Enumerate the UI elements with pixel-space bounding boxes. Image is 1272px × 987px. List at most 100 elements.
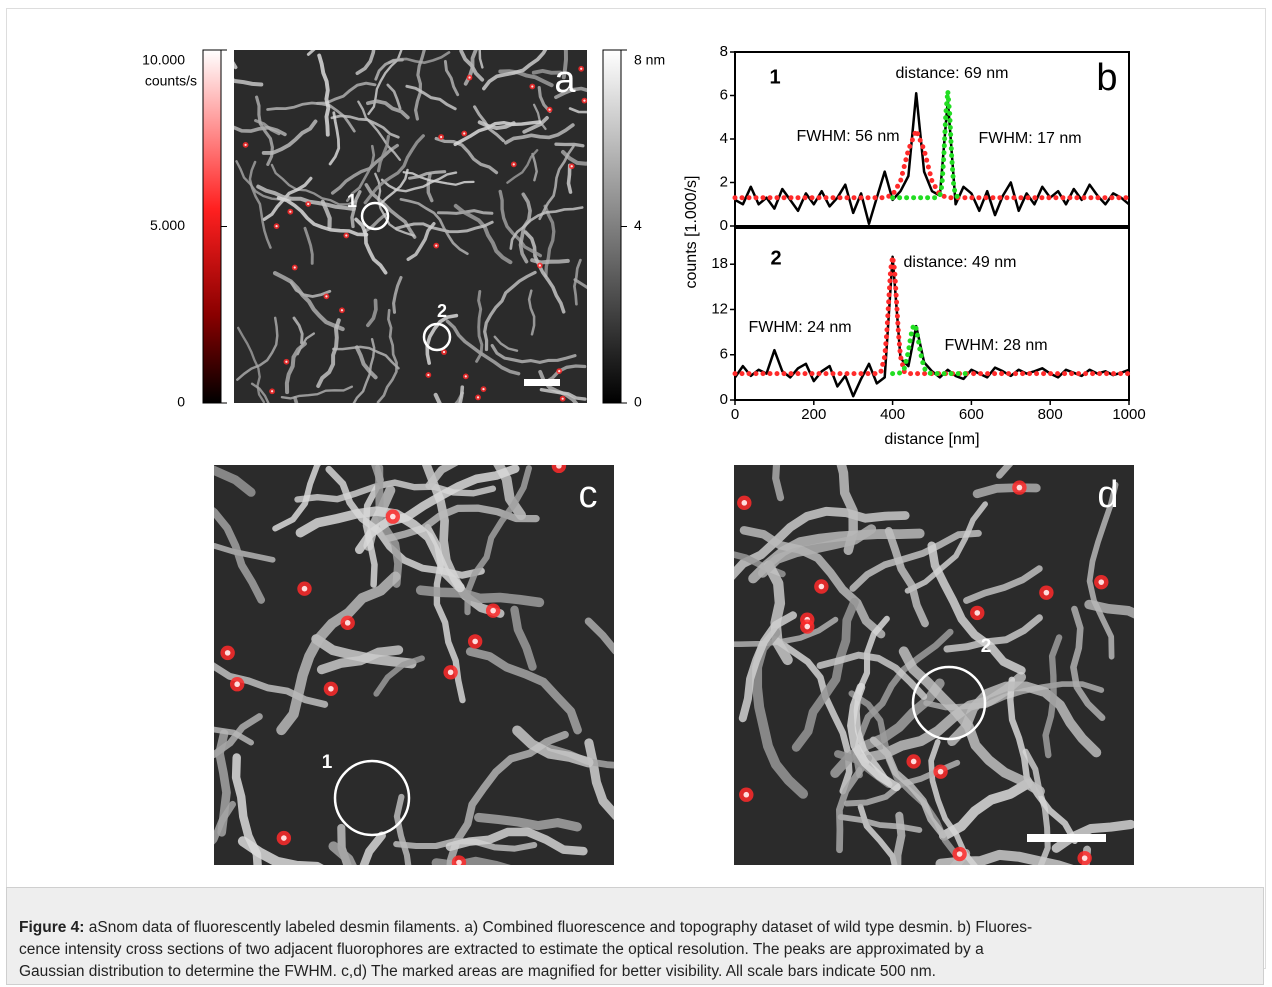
y-tick-label: 8 <box>720 43 728 60</box>
filament <box>303 226 314 265</box>
filament <box>381 504 540 543</box>
scale-bar <box>1027 834 1106 842</box>
filament <box>415 585 545 608</box>
filament <box>943 614 1043 653</box>
colorbar-tick-label: 5.000 <box>150 217 185 233</box>
caption-label: Figure 4: <box>19 919 85 936</box>
panel-label: d <box>1097 474 1118 516</box>
filament <box>276 571 401 736</box>
filament <box>506 149 539 184</box>
filament <box>503 123 575 145</box>
y-tick-label: 4 <box>720 130 728 147</box>
fluorescence-spot-core <box>472 638 478 645</box>
annotation: FWHM: 56 nm <box>796 128 899 145</box>
filament <box>477 120 516 131</box>
filament <box>493 465 527 521</box>
filament <box>328 111 341 166</box>
fluorescence-spot-core <box>1098 579 1105 585</box>
data-line <box>890 88 966 201</box>
filament <box>272 271 345 332</box>
filament <box>498 189 542 258</box>
filament <box>573 278 587 290</box>
fluorescence-spot-core <box>910 758 917 765</box>
filament <box>584 617 614 655</box>
filament <box>272 465 321 532</box>
filament <box>434 136 499 175</box>
fluorescence-spot-core <box>390 513 396 520</box>
filament <box>214 726 254 746</box>
filament <box>380 171 458 193</box>
annotation: FWHM: 17 nm <box>978 130 1081 147</box>
filament <box>311 634 417 669</box>
filament <box>893 811 906 865</box>
colorbar-tick-label: 10.000 <box>142 52 185 68</box>
filament <box>474 812 582 832</box>
filament <box>359 831 386 865</box>
fluorescence-spot-core <box>293 266 296 269</box>
marker-circle <box>422 322 452 352</box>
filament <box>763 560 793 666</box>
filament <box>433 392 442 403</box>
fluorescence-spot-core <box>344 620 351 626</box>
filament <box>366 298 378 328</box>
y-tick-label: 2 <box>720 173 728 190</box>
filament <box>510 605 537 671</box>
height-colorbar <box>602 49 622 404</box>
filament <box>270 163 358 206</box>
x-axis-label: distance [nm] <box>884 431 979 448</box>
fluorescence-spot-core <box>447 669 454 676</box>
annotation: distance: 49 nm <box>904 254 1017 271</box>
filament <box>425 465 459 490</box>
y-axis-label: counts [1.000/s] <box>683 176 700 289</box>
fluorescence-spot-core <box>556 465 562 469</box>
filament <box>1070 605 1106 721</box>
x-tick-label: 200 <box>801 406 826 423</box>
fluorescence-spot-core <box>244 143 247 147</box>
fluorescence-spot-core <box>818 583 825 590</box>
filament <box>836 465 858 555</box>
filament <box>214 543 276 563</box>
x-tick-label: 600 <box>959 406 984 423</box>
filament <box>554 142 585 148</box>
fluorescence-spot-core <box>476 396 480 399</box>
marker-label: 1 <box>322 752 333 773</box>
fluorescence-spot-core <box>482 387 485 391</box>
filament <box>407 170 447 180</box>
filament <box>354 345 378 380</box>
filament <box>963 565 1043 604</box>
fluorescence-spot <box>551 465 567 474</box>
filament <box>306 50 316 56</box>
filament <box>376 134 390 173</box>
annotation: 1 <box>769 66 780 88</box>
filament <box>482 50 548 91</box>
filament <box>237 326 266 403</box>
filament <box>237 836 324 865</box>
fluorescence-spot-core <box>289 210 292 213</box>
colorbar-unit: counts/s <box>145 73 197 89</box>
filament <box>453 203 513 265</box>
filament <box>363 134 425 205</box>
filament <box>531 152 538 182</box>
fluorescence-spot-core <box>580 67 583 70</box>
filament <box>354 217 388 275</box>
filament <box>280 385 354 400</box>
filament <box>354 465 520 555</box>
fluorescence-spot-core <box>224 650 231 656</box>
annotation: distance: 69 nm <box>896 65 1009 82</box>
filament <box>317 53 331 137</box>
fluorescence-spot-core <box>1043 589 1050 596</box>
filament <box>446 730 569 865</box>
filament <box>386 83 402 110</box>
filament <box>568 107 587 114</box>
image-a <box>234 50 587 403</box>
fluorescence-spot-core <box>456 859 462 865</box>
filament <box>402 171 475 186</box>
fluorescence-spot-core <box>1081 855 1088 861</box>
filament <box>425 313 459 365</box>
fluorescence-spot-core <box>1016 484 1023 491</box>
filament <box>376 308 398 403</box>
image-d <box>734 465 1134 865</box>
fluorescence-spot-core <box>325 295 328 298</box>
fluorescence-spot-core <box>538 264 541 267</box>
